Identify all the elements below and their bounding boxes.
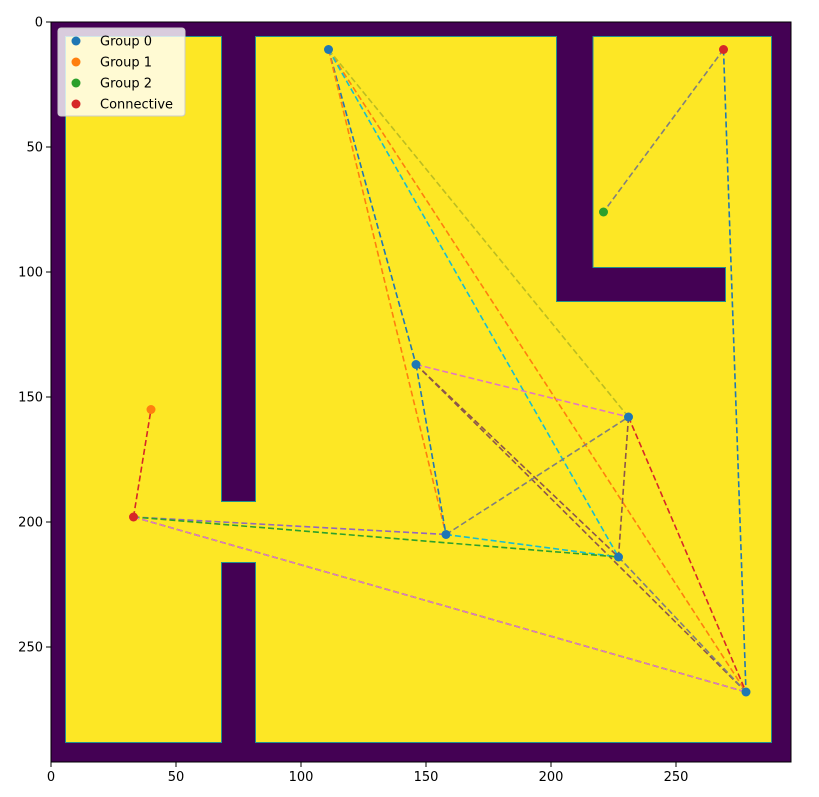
legend-label: Connective [100, 98, 173, 113]
graph-edge [132, 409, 152, 518]
data-point [146, 405, 156, 414]
data-point [719, 45, 728, 54]
graph-edge [617, 416, 630, 558]
legend-label: Group 1 [100, 56, 152, 71]
free-region [726, 267, 771, 302]
y-tick-label: 100 [18, 266, 43, 281]
graph-edge [617, 556, 747, 693]
x-tick-label: 100 [289, 770, 314, 785]
x-tick-label: 200 [539, 770, 564, 785]
x-tick-label: 0 [47, 770, 55, 785]
y-tick-label: 200 [18, 516, 43, 531]
graph-edge [133, 516, 747, 693]
points-layer [129, 45, 751, 697]
data-point [129, 512, 138, 522]
legend-marker [71, 36, 81, 46]
x-tick-label: 150 [414, 770, 439, 785]
graph-edge [327, 49, 620, 558]
data-point [741, 687, 751, 697]
axes-frame [50, 21, 792, 763]
data-point [599, 207, 608, 217]
data-point [624, 412, 633, 422]
legend-label: Group 0 [100, 35, 152, 50]
legend-marker [71, 57, 81, 67]
graph-edge [133, 516, 447, 536]
graph-edge [327, 49, 447, 535]
free-region [256, 37, 556, 742]
data-point [614, 552, 623, 562]
y-tick-label: 250 [18, 641, 43, 656]
x-tick-label: 250 [664, 770, 689, 785]
graph-edge [627, 416, 747, 693]
graph-edge [445, 416, 629, 536]
free-region [66, 37, 221, 742]
legend-box [57, 27, 186, 117]
axes-layer: 0 50 100 150 200 250 0 50 100 150 200 250 [18, 16, 792, 785]
free-region [221, 502, 256, 562]
legend: Group 0 Group 1 Group 2 Connective [57, 27, 186, 117]
graph-edge [415, 363, 620, 558]
data-point [324, 45, 333, 54]
graph-edge [445, 533, 619, 558]
y-tick-label: 0 [35, 16, 43, 31]
graph-edge [133, 516, 619, 558]
free-region [593, 37, 771, 267]
y-tick-label: 150 [18, 391, 43, 406]
graph-edge [415, 363, 747, 693]
graph-edge [415, 364, 447, 535]
graph-edge [327, 49, 747, 693]
graph-edge [602, 49, 725, 213]
edges-layer [132, 48, 747, 693]
graph-edge [327, 48, 630, 418]
x-tick-label: 50 [168, 770, 185, 785]
legend-marker [71, 78, 81, 88]
legend-marker [71, 99, 81, 109]
graph-edge [415, 363, 629, 418]
y-tick-label: 50 [26, 141, 43, 156]
data-point [441, 530, 451, 539]
graph-edge [327, 49, 417, 365]
data-point [411, 360, 421, 369]
legend-label: Group 2 [100, 77, 152, 92]
graph-edge [722, 49, 747, 693]
